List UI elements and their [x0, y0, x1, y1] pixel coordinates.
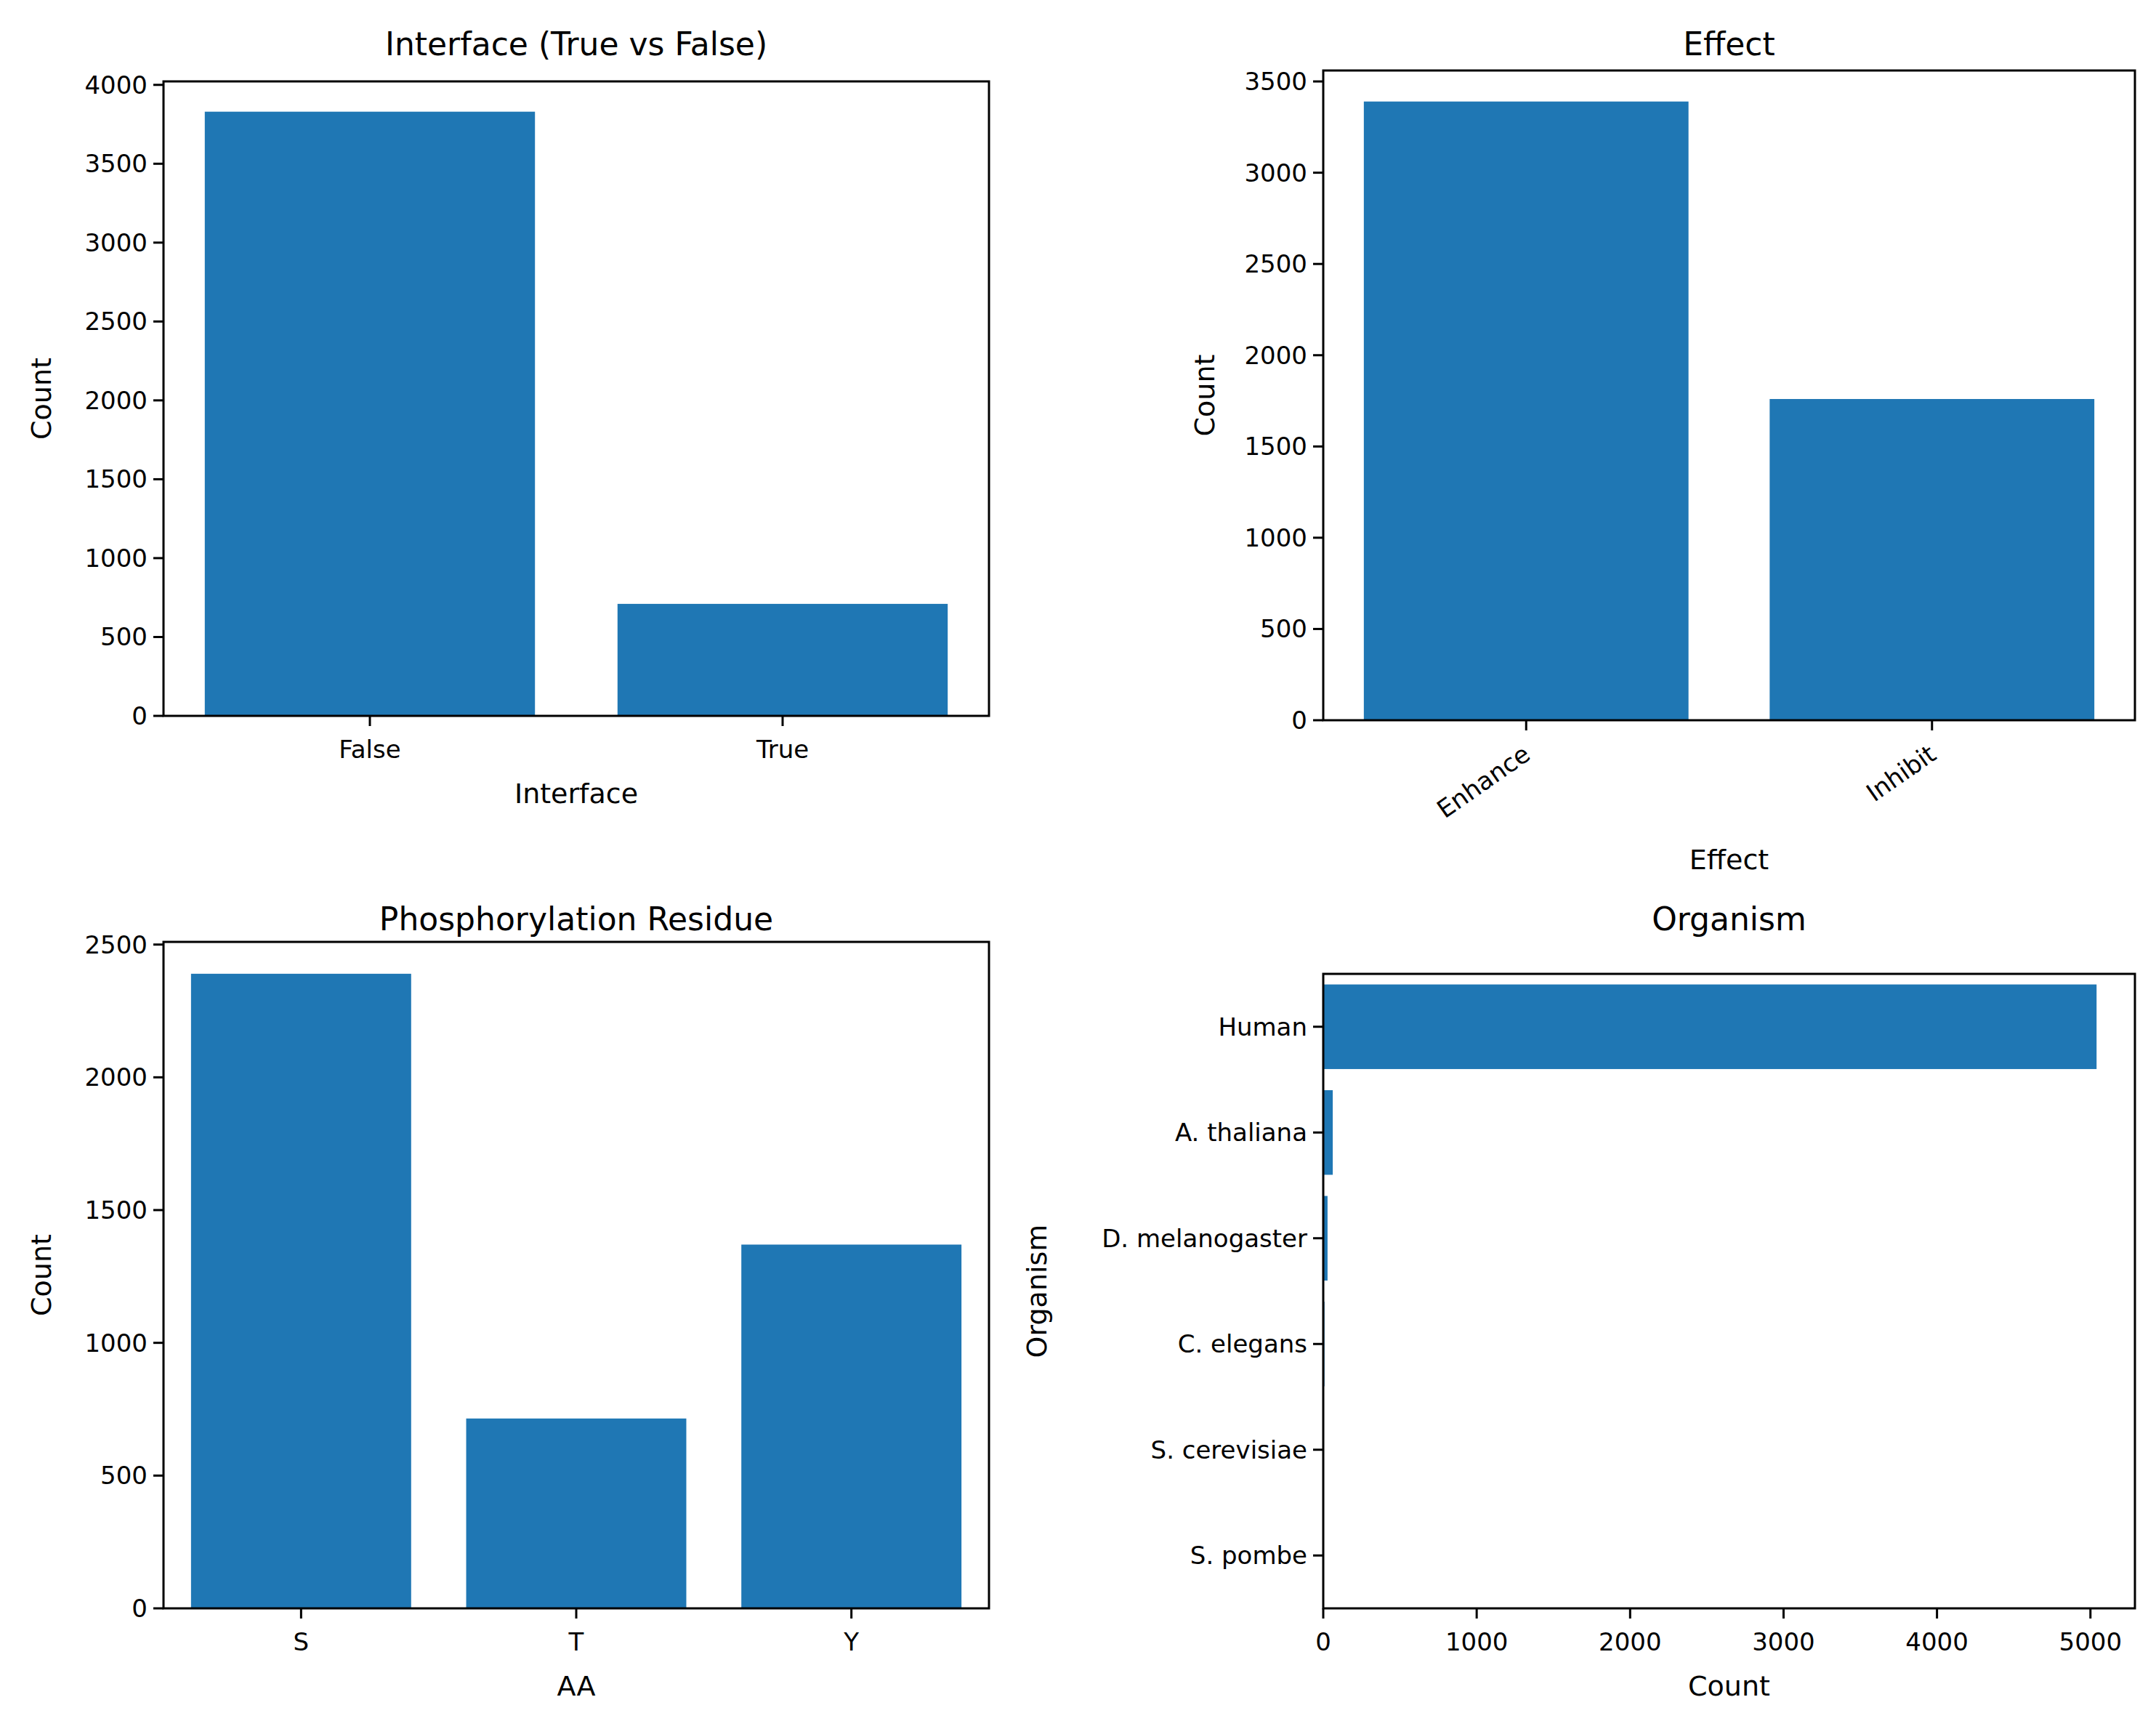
y-axis-label: Count	[1189, 355, 1221, 437]
bar-S	[191, 974, 411, 1608]
y-tick-label: 1500	[84, 1196, 148, 1225]
y-tick-label: C. elegans	[1178, 1329, 1307, 1358]
y-tick-label: Human	[1218, 1012, 1307, 1041]
charts-canvas: 0 500 1000 1500 2000 2500 3000 3500 4000 False Tru…	[0, 0, 2156, 1721]
bar-A. thaliana	[1323, 1090, 1333, 1174]
figure: 0 500 1000 1500 2000 2500 3000 3500 4000 False Tru…	[0, 0, 2156, 1721]
x-tick-label: Enhance	[1432, 739, 1535, 824]
y-tick-label: 500	[100, 622, 148, 651]
y-tick-label: 2500	[84, 930, 148, 959]
chart-title: Interface (True vs False)	[385, 25, 767, 63]
y-tick-label: 500	[1260, 614, 1307, 643]
x-tick-label: 1000	[1445, 1627, 1509, 1656]
x-tick-label: False	[339, 735, 400, 764]
y-tick-label: 1500	[84, 464, 148, 493]
x-axis-label: AA	[557, 1670, 595, 1702]
bar-Y	[741, 1244, 961, 1608]
x-tick-label: T	[568, 1627, 584, 1656]
y-tick-label: S. cerevisiae	[1151, 1435, 1307, 1464]
bar-Enhance	[1364, 102, 1689, 720]
y-tick-label: 2000	[1244, 341, 1307, 370]
y-tick-label: 1500	[1244, 432, 1307, 461]
x-axis-label: Count	[1688, 1670, 1770, 1702]
chart-interface-true-vs-false: 0 500 1000 1500 2000 2500 3000 3500 4000 False Tru…	[25, 25, 989, 810]
y-axis-label: Count	[25, 1234, 57, 1316]
x-tick-label: 4000	[1905, 1627, 1969, 1656]
x-axis-label: Effect	[1689, 844, 1769, 876]
chart-title: Phosphorylation Residue	[379, 900, 773, 938]
y-tick-label: A. thaliana	[1175, 1118, 1307, 1147]
y-axis-label: Organism	[1021, 1225, 1053, 1358]
bar-True	[618, 604, 948, 716]
y-tick-label: 1000	[84, 544, 148, 573]
y-tick-label: 3500	[1244, 67, 1307, 96]
x-tick-label: 0	[1315, 1627, 1331, 1656]
y-tick-label: S. pombe	[1190, 1541, 1307, 1570]
x-tick-label: Y	[843, 1627, 859, 1656]
y-tick-label: 2000	[84, 386, 148, 415]
chart-title: Effect	[1683, 25, 1775, 63]
chart-phosphorylation-residue: 0 500 1000 1500 2000 2500 S T Y Phosphorylation R…	[25, 900, 989, 1702]
x-tick-label: Inhibit	[1861, 739, 1942, 807]
chart-effect: 0 500 1000 1500 2000 2500 3000 3500 Enhance Inhib…	[1189, 25, 2135, 876]
bar-Human	[1323, 985, 2096, 1069]
x-tick-label: True	[756, 735, 809, 764]
chart-title: Organism	[1652, 900, 1806, 938]
bar-Inhibit	[1769, 399, 2094, 720]
x-tick-label: 2000	[1599, 1627, 1662, 1656]
y-tick-label: 0	[132, 1594, 148, 1623]
y-tick-label: 2500	[84, 307, 148, 336]
y-tick-label: 3500	[84, 149, 148, 178]
y-tick-label: D. melanogaster	[1102, 1224, 1307, 1253]
bar-T	[467, 1419, 687, 1608]
chart-organism: Human A. thaliana D. melanogaster C. elegan…	[1021, 900, 2135, 1702]
y-axis-label: Count	[25, 358, 57, 440]
x-tick-label: S	[294, 1627, 310, 1656]
bar-False	[205, 112, 535, 716]
y-tick-label: 3000	[1244, 158, 1307, 188]
y-tick-label: 2500	[1244, 249, 1307, 278]
y-tick-label: 2000	[84, 1063, 148, 1092]
y-tick-label: 0	[1291, 706, 1307, 735]
y-tick-label: 4000	[84, 70, 148, 100]
y-tick-label: 1000	[1244, 523, 1307, 552]
y-tick-label: 0	[132, 701, 148, 730]
y-tick-label: 1000	[84, 1329, 148, 1358]
x-axis-label: Interface	[514, 778, 638, 810]
x-tick-label: 3000	[1752, 1627, 1815, 1656]
x-tick-label: 5000	[2059, 1627, 2123, 1656]
y-tick-label: 3000	[84, 228, 148, 257]
y-tick-label: 500	[100, 1461, 148, 1490]
